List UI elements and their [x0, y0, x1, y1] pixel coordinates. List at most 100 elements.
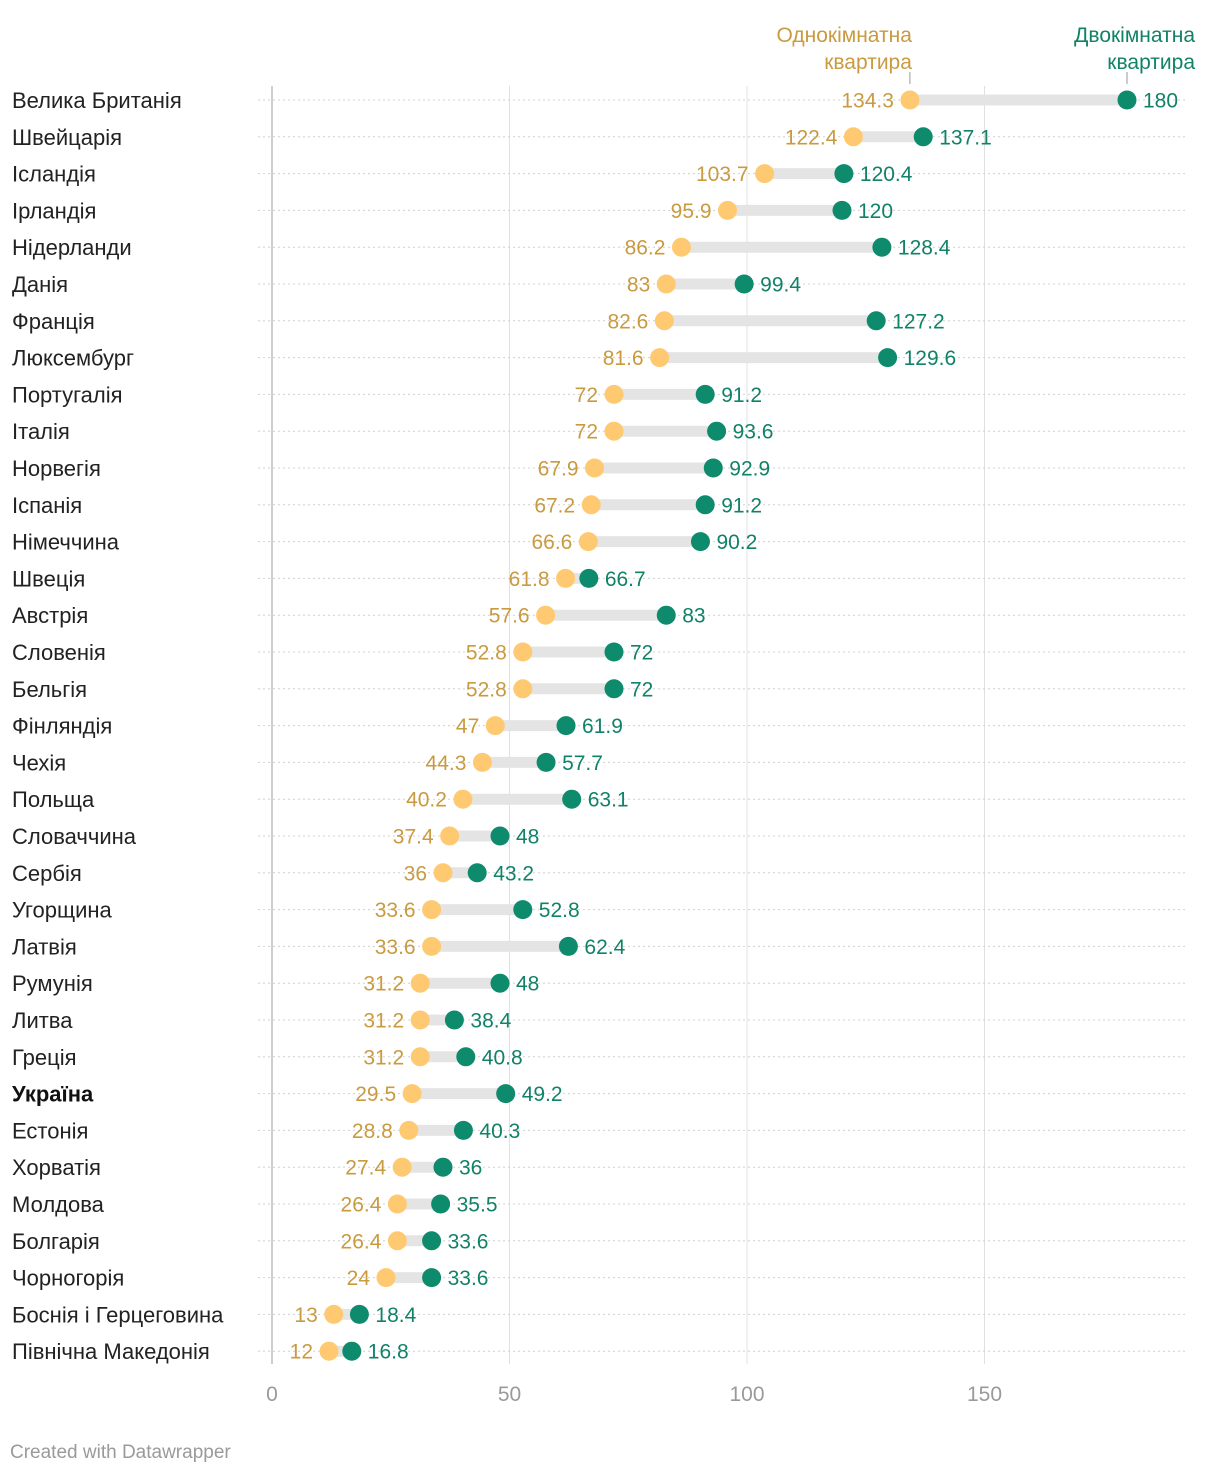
country-label: Велика Британія [12, 88, 182, 113]
country-label: Нідерланди [12, 235, 132, 260]
one-room-dot [422, 936, 442, 956]
country-label: Північна Македонія [12, 1339, 210, 1364]
country-label: Чорногорія [12, 1266, 124, 1291]
two-room-value-label: 90.2 [716, 531, 757, 554]
one-room-value-label: 33.6 [375, 899, 416, 922]
one-room-value-label: 37.4 [393, 826, 434, 849]
country-label: Болгарія [12, 1229, 100, 1254]
two-room-value-label: 43.2 [493, 862, 534, 885]
two-room-value-label: 72 [630, 642, 653, 665]
one-room-dot [410, 1047, 430, 1067]
one-room-dot [319, 1341, 339, 1361]
two-room-dot [558, 936, 578, 956]
one-room-value-label: 44.3 [426, 752, 467, 775]
two-room-dot [556, 716, 576, 736]
country-label: Естонія [12, 1118, 88, 1143]
two-room-dot [431, 1194, 451, 1214]
one-room-dot [440, 826, 460, 846]
two-room-value-label: 128.4 [898, 237, 951, 260]
two-room-value-label: 40.3 [479, 1120, 520, 1143]
one-room-dot [410, 1010, 430, 1030]
one-room-value-label: 66.6 [531, 531, 572, 554]
two-room-value-label: 92.9 [729, 458, 770, 481]
two-room-dot [872, 237, 892, 257]
one-room-dot [671, 237, 691, 257]
country-label: Італія [12, 419, 70, 444]
two-room-value-label: 57.7 [562, 752, 603, 775]
two-room-dot [444, 1010, 464, 1030]
one-room-value-label: 52.8 [466, 678, 507, 701]
datawrapper-credit[interactable]: Created with Datawrapper [10, 1442, 231, 1463]
two-room-dot [866, 311, 886, 331]
two-room-value-label: 91.2 [721, 384, 762, 407]
one-room-dot [585, 458, 605, 478]
two-room-value-label: 33.6 [448, 1267, 489, 1290]
one-room-dot [376, 1268, 396, 1288]
two-room-dot [456, 1047, 476, 1067]
two-room-value-label: 16.8 [368, 1341, 409, 1364]
two-room-dot [453, 1120, 473, 1140]
one-room-dot [604, 421, 624, 441]
country-label: Латвія [12, 934, 77, 959]
one-room-legend-label: Однокімнатна [777, 24, 913, 47]
one-room-value-label: 13 [294, 1304, 317, 1327]
two-room-dot [913, 127, 933, 147]
two-room-dot [579, 568, 599, 588]
two-room-dot [695, 495, 715, 515]
two-room-dot [878, 348, 898, 368]
two-room-dot [490, 826, 510, 846]
one-room-value-label: 40.2 [406, 789, 447, 812]
country-label: Польща [12, 787, 95, 812]
two-room-value-label: 120 [858, 200, 893, 223]
two-room-dot [690, 532, 710, 552]
two-room-value-label: 52.8 [539, 899, 580, 922]
one-room-value-label: 36 [404, 862, 427, 885]
two-room-value-label: 33.6 [448, 1230, 489, 1253]
two-room-dot [422, 1268, 442, 1288]
country-label-highlighted: Україна [12, 1082, 94, 1107]
two-room-value-label: 93.6 [733, 421, 774, 444]
x-tick-label: 150 [967, 1383, 1002, 1406]
country-label: Данія [12, 272, 68, 297]
one-room-value-label: 31.2 [363, 973, 404, 996]
two-room-value-label: 40.8 [482, 1046, 523, 1069]
one-room-value-label: 26.4 [341, 1230, 382, 1253]
one-room-dot [578, 532, 598, 552]
one-room-value-label: 82.6 [607, 310, 648, 333]
country-label: Норвегія [12, 456, 101, 481]
one-room-value-label: 29.5 [355, 1083, 396, 1106]
one-room-value-label: 28.8 [352, 1120, 393, 1143]
one-room-dot [900, 90, 920, 110]
one-room-dot [536, 605, 556, 625]
two-room-value-label: 137.1 [939, 126, 992, 149]
two-room-dot [1117, 90, 1137, 110]
country-label: Швейцарія [12, 125, 122, 150]
one-room-value-label: 103.7 [696, 163, 749, 186]
two-room-value-label: 61.9 [582, 715, 623, 738]
country-label: Бельгія [12, 677, 87, 702]
one-room-dot [656, 274, 676, 294]
one-room-value-label: 72 [575, 421, 598, 444]
one-room-value-label: 83 [627, 274, 650, 297]
one-room-value-label: 26.4 [341, 1194, 382, 1217]
one-room-dot [433, 863, 453, 883]
one-room-dot [324, 1304, 344, 1324]
country-label: Португалія [12, 382, 123, 407]
two-room-value-label: 48 [516, 826, 539, 849]
one-room-dot [718, 200, 738, 220]
one-room-value-label: 33.6 [375, 936, 416, 959]
country-label: Угорщина [12, 898, 113, 923]
two-room-legend-label: Двокімнатна [1074, 24, 1195, 47]
two-room-dot [707, 421, 727, 441]
two-room-dot [422, 1231, 442, 1251]
two-room-value-label: 72 [630, 678, 653, 701]
country-label: Чехія [12, 750, 66, 775]
two-room-dot [703, 458, 723, 478]
country-label: Німеччина [12, 530, 120, 555]
country-label: Молдова [12, 1192, 105, 1217]
one-room-value-label: 61.8 [509, 568, 550, 591]
two-room-value-label: 180 [1143, 90, 1178, 113]
one-room-dot [650, 348, 670, 368]
one-room-value-label: 122.4 [785, 126, 838, 149]
